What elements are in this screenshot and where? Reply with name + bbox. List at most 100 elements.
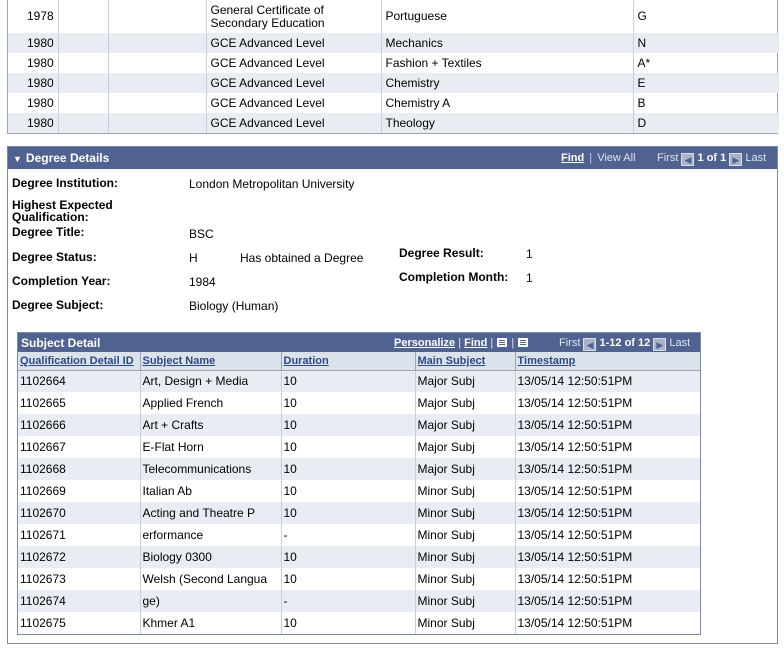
subject-first-label: First	[559, 337, 581, 349]
qualification-blank-cell	[58, 113, 109, 133]
subject-detail-toolbar: Personalize | Find | |	[394, 337, 530, 349]
duration-cell: 10	[281, 370, 416, 392]
qualification-grade: G	[637, 9, 647, 23]
main-subject-cell: Major Subj	[415, 392, 516, 414]
qualification-grade: A*	[637, 56, 651, 70]
degree-nav: Find | View All	[561, 152, 636, 164]
column-header-subject-name[interactable]: Subject Name	[140, 352, 282, 371]
duration-cell: -	[281, 590, 416, 612]
column-header-qualification-detail-id[interactable]: Qualification Detail ID	[18, 352, 141, 371]
qualification-detail-id-cell: 1102670	[18, 502, 141, 524]
timestamp-cell: 13/05/14 12:50:51PM	[517, 616, 633, 630]
subject-name-cell: Art + Crafts	[140, 414, 282, 436]
main-subject-cell: Major Subj	[415, 436, 516, 458]
duration-cell: 10	[281, 436, 416, 458]
qualification-row: 1980 GCE Advanced Level Mechanics N	[8, 33, 779, 53]
column-header-duration[interactable]: Duration	[281, 352, 416, 371]
timestamp-cell: 13/05/14 12:50:51PM	[515, 458, 700, 480]
subject-name-cell: ge)	[140, 590, 282, 612]
degree-status-label: Degree Status:	[12, 250, 97, 264]
qualification-subject: Mechanics	[381, 33, 634, 53]
main-subject-cell: Minor Subj	[415, 568, 516, 590]
table-row: 1102669 Italian Ab 10 Minor Subj 13/05/14 12…	[18, 480, 700, 502]
download-grid-icon[interactable]	[517, 337, 530, 348]
duration-cell: 10	[281, 480, 416, 502]
degree-count: 1 of 1	[697, 152, 727, 164]
degree-details-title[interactable]: ▼ Degree Details	[13, 151, 110, 165]
main-subject-cell: Minor Subj	[415, 480, 516, 502]
table-row: 1102665 Applied French 10 Major Subj 13/05/1…	[18, 392, 700, 414]
qualification-detail-id-cell: 1102673	[18, 568, 141, 590]
subject-detail-grid: Subject Detail Personalize | Find | | Fi…	[17, 332, 701, 635]
qualification-subject: Chemistry A	[381, 93, 634, 113]
subject-detail-title: Subject Detail	[21, 336, 101, 350]
subject-name-cell: Applied French	[140, 392, 282, 414]
qualification-subject: Fashion + Textiles	[381, 53, 634, 73]
main-subject-cell: Minor Subj	[415, 502, 516, 524]
qualification-detail-id-cell: 1102665	[18, 392, 141, 414]
qualification-detail-id-cell: 1102667	[18, 436, 141, 458]
previous-arrow-icon[interactable]: ◀	[583, 338, 597, 351]
view-all-icon[interactable]	[496, 337, 509, 348]
duration-cell: 10	[281, 392, 416, 414]
qualification-detail-id-cell: 1102669	[18, 480, 141, 502]
qualification-blank-cell	[108, 0, 207, 33]
qualification-row: 1980 GCE Advanced Level Theology D	[8, 113, 779, 133]
qualification-year: 1980	[8, 73, 59, 93]
completion-year-value: 1984	[189, 275, 216, 289]
duration-cell: 10	[281, 458, 416, 480]
qualification-blank-cell	[58, 73, 109, 93]
subject-detail-header: Subject Detail Personalize | Find | | Fi…	[18, 333, 700, 352]
subject-name-cell: Italian Ab	[140, 480, 282, 502]
next-arrow-icon[interactable]: ▶	[729, 153, 743, 166]
degree-view-all-link[interactable]: View All	[597, 152, 636, 164]
timestamp-cell: 13/05/14 12:50:51PM	[517, 396, 633, 410]
column-header-timestamp[interactable]: Timestamp	[515, 352, 700, 371]
qualification-year: 1978	[8, 0, 59, 33]
subject-find-link[interactable]: Find	[464, 337, 488, 349]
degree-first-label: First	[657, 152, 679, 164]
timestamp-cell: 13/05/14 12:50:51PM	[515, 370, 700, 392]
degree-find-link[interactable]: Find	[561, 152, 585, 164]
table-row: 1102673 Welsh (Second Langua 10 Minor Subj 1…	[18, 568, 700, 590]
qualification-detail-id-cell: 1102671	[18, 524, 141, 546]
qualification-subject: Theology	[381, 113, 634, 133]
subject-name-cell: Biology 0300	[140, 546, 282, 568]
main-subject-cell: Major Subj	[415, 370, 516, 392]
qualification-grade: D	[633, 113, 779, 133]
subject-count: 1-12 of 12	[599, 337, 651, 349]
qualification-blank-cell	[108, 93, 207, 113]
qualification-detail-id-cell: 1102664	[18, 370, 141, 392]
subject-name-cell: Telecommunications	[140, 458, 282, 480]
qualification-blank-cell	[58, 0, 109, 33]
timestamp-cell: 13/05/14 12:50:51PM	[517, 484, 633, 498]
previous-arrow-icon[interactable]: ◀	[681, 153, 695, 166]
qualification-level: GCE Advanced Level	[206, 33, 382, 53]
degree-pager: First ◀ 1 of 1 ▶ Last	[657, 152, 766, 166]
table-row: 1102666 Art + Crafts 10 Major Subj 13/05/14 …	[18, 414, 700, 436]
qualification-level: GCE Advanced Level	[206, 113, 382, 133]
qualification-year: 1980	[8, 93, 59, 113]
table-row: 1102664 Art, Design + Media 10 Major Subj 13…	[18, 370, 700, 392]
subject-name-cell: Art, Design + Media	[140, 370, 282, 392]
qualification-level: GCE Advanced Level	[206, 73, 382, 93]
column-header-main-subject[interactable]: Main Subject	[415, 352, 516, 371]
collapse-triangle-icon[interactable]: ▼	[13, 154, 22, 164]
qualifications-table: 1978 General Certificate of Secondary Edu…	[8, 0, 779, 133]
duration-cell: -	[281, 524, 416, 546]
qualification-blank-cell	[108, 33, 207, 53]
timestamp-cell: 13/05/14 12:50:51PM	[515, 546, 700, 568]
qualification-grade: N	[633, 33, 779, 53]
qualification-blank-cell	[58, 93, 109, 113]
table-row: 1102668 Telecommunications 10 Major Subj 13/…	[18, 458, 700, 480]
qualification-year: 1980	[8, 53, 59, 73]
highest-expected-label: Highest Expected Qualification:	[12, 198, 113, 224]
qualification-detail-id-cell: 1102674	[18, 590, 141, 612]
subject-pager: First ◀ 1-12 of 12 ▶ Last	[559, 337, 690, 351]
completion-month-label: Completion Month:	[399, 270, 509, 284]
personalize-link[interactable]: Personalize	[394, 337, 456, 349]
qualification-detail-id-cell: 1102672	[18, 546, 141, 568]
next-arrow-icon[interactable]: ▶	[653, 338, 667, 351]
degree-institution-value: London Metropolitan University	[189, 177, 355, 191]
degree-result-label: Degree Result:	[399, 246, 484, 260]
